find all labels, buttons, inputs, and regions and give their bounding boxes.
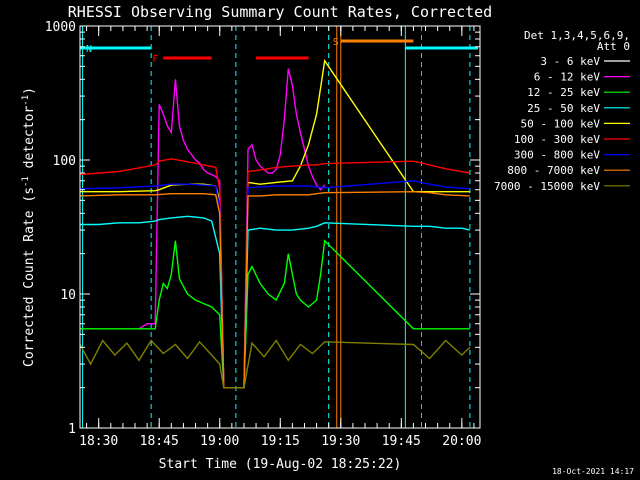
footer-timestamp: 18-Oct-2021 14:17 <box>552 467 634 476</box>
legend-header: Det 1,3,4,5,6,9, <box>524 29 630 42</box>
legend-label: 100 - 300 keV <box>514 133 600 146</box>
series-line-5 <box>80 58 470 389</box>
y-tick-label: 10 <box>60 288 76 303</box>
legend-label: 300 - 800 keV <box>514 149 600 162</box>
x-axis: 18:30 18:45 19:00 19:15 19:30 19:45 20:00 <box>79 26 481 449</box>
x-tick-label: 18:45 <box>140 434 179 449</box>
series-line-3 <box>80 239 470 389</box>
series-line-6 <box>80 158 471 389</box>
y-tick-label: 100 <box>53 154 76 169</box>
legend-label: 50 - 100 keV <box>521 117 601 130</box>
series-line-4 <box>80 215 471 389</box>
legend-header: Att 0 <box>597 40 630 53</box>
series-line-7 <box>80 180 470 389</box>
series-line-8 <box>80 190 470 389</box>
x-tick-label: 19:15 <box>261 434 300 449</box>
x-tick-label: 19:45 <box>382 434 421 449</box>
flag-label-n: N <box>86 44 92 55</box>
flag-label-f: F <box>152 54 158 65</box>
legend-label: 800 - 7000 keV <box>507 164 600 177</box>
x-tick-label: 19:00 <box>200 434 239 449</box>
chart-title: RHESSI Observing Summary Count Rates, Co… <box>68 3 492 21</box>
legend-label: 3 - 6 keV <box>540 55 600 68</box>
y-tick-label: 1000 <box>45 20 76 35</box>
series-line-2 <box>138 68 326 389</box>
y-axis-label: Corrected Count Rate (s-1 detector-1) <box>21 87 37 367</box>
x-tick-label: 18:30 <box>79 434 118 449</box>
legend-label: 12 - 25 keV <box>527 86 600 99</box>
legend-label: 7000 - 15000 keV <box>494 180 600 193</box>
x-tick-label: 20:00 <box>442 434 481 449</box>
x-axis-label: Start Time (19-Aug-02 18:25:22) <box>159 457 402 472</box>
legend-label: 25 - 50 keV <box>527 102 600 115</box>
y-tick-label: 1 <box>68 422 76 437</box>
y-axis: 1 10 100 1000 <box>45 20 480 437</box>
legend-label: 6 - 12 keV <box>534 71 601 84</box>
x-tick-label: 19:30 <box>321 434 360 449</box>
flag-label-s: S <box>333 37 339 48</box>
legend: Det 1,3,4,5,6,9,Att 0 3 - 6 keV 6 - 12 keV… <box>494 29 630 193</box>
series-line-9 <box>80 339 471 389</box>
series-line-1 <box>130 76 326 418</box>
